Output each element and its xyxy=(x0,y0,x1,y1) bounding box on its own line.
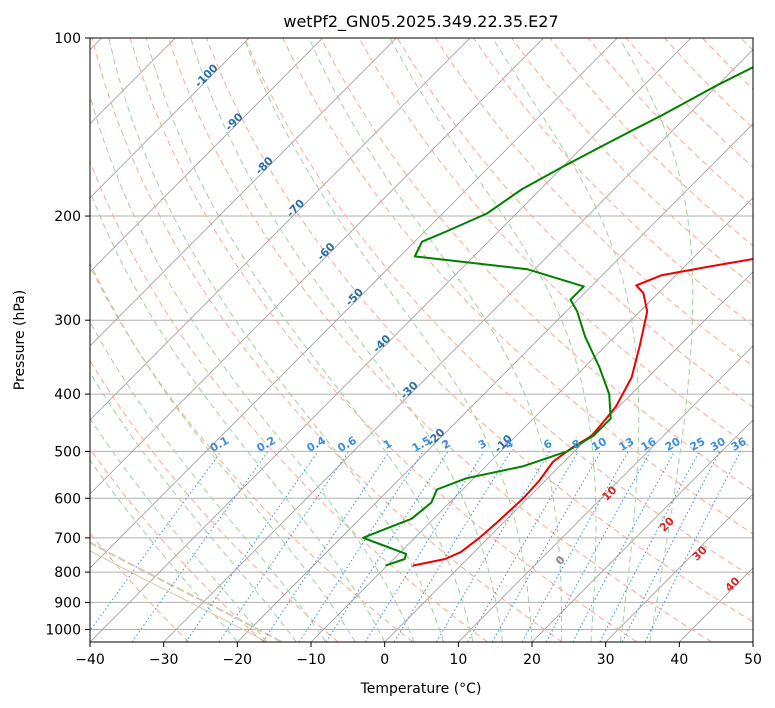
x-tick-label: −20 xyxy=(223,652,253,668)
y-tick-label: 700 xyxy=(54,531,81,547)
mixing-ratio-line xyxy=(185,451,319,642)
moist-adiabat-line xyxy=(243,38,533,642)
dewpoint-profile xyxy=(362,66,753,567)
dry-adiabat-line xyxy=(90,359,339,642)
reference-curve xyxy=(90,550,268,642)
dry-adiabat-line xyxy=(244,38,753,579)
y-tick-label: 100 xyxy=(54,31,81,47)
x-tick-label: −40 xyxy=(75,652,105,668)
reference-curve xyxy=(90,541,282,642)
mixing-ratio-line xyxy=(393,451,512,642)
mixing-ratio-line xyxy=(644,451,741,642)
temperature-profile xyxy=(412,258,753,567)
y-axis-title: Pressure (hPa) xyxy=(12,290,28,390)
y-tick-label: 600 xyxy=(54,491,81,507)
mixing-ratio-line xyxy=(325,451,449,642)
dry-adiabat-line xyxy=(282,38,753,535)
mixing-ratio-line xyxy=(298,451,424,642)
y-tick-label: 900 xyxy=(54,595,81,611)
isotherm-line xyxy=(90,38,471,421)
mixing-ratio-line xyxy=(262,451,390,642)
moist-adiabat-line xyxy=(190,38,503,642)
mixing-ratio-line xyxy=(491,451,602,642)
y-axis: 100 200 300 400 500 600 700 800 900 1000 xyxy=(45,31,90,638)
moist-adiabat-line xyxy=(492,38,640,642)
isotherm-line xyxy=(384,271,753,642)
mixing-ratio-line xyxy=(521,451,629,642)
dry-adiabat-line xyxy=(434,38,753,367)
y-tick-label: 1000 xyxy=(45,622,81,638)
mixing-ratio-line xyxy=(572,451,676,642)
dry-adiabat-line xyxy=(91,38,563,642)
moist-adiabat-line xyxy=(90,93,415,642)
moist-adiabat-line xyxy=(618,38,694,642)
moist-adiabat-line xyxy=(90,190,386,642)
y-tick-label: 300 xyxy=(54,313,81,329)
isotherm-line xyxy=(163,49,753,642)
profile-series xyxy=(362,66,753,567)
mixing-ratio-line xyxy=(131,451,269,642)
chart-title: wetPf2_GN05.2025.349.22.35.E27 xyxy=(283,12,558,32)
isotherm-line xyxy=(90,38,397,347)
y-tick-label: 500 xyxy=(54,444,81,460)
dry-adiabat-line xyxy=(473,38,753,327)
moist-adiabat-line xyxy=(145,38,474,642)
x-axis-title: Temperature (°C) xyxy=(360,681,482,697)
moist-adiabat-line xyxy=(90,320,327,642)
x-tick-label: −10 xyxy=(296,652,326,668)
mixing-ratio-line xyxy=(90,451,222,632)
background-lines xyxy=(90,38,753,642)
x-tick-label: 0 xyxy=(380,652,389,668)
isotherm-line xyxy=(237,123,753,642)
isotherm-line xyxy=(90,38,618,569)
mixing-ratio-line xyxy=(545,451,651,642)
isotherm-line xyxy=(90,38,544,495)
isotherm-line xyxy=(605,493,753,642)
dry-adiabat-line xyxy=(511,38,753,287)
mixing-ratio-line xyxy=(218,451,350,642)
x-tick-label: 30 xyxy=(597,652,615,668)
moist-adiabat-line xyxy=(90,371,297,642)
x-tick-label: 20 xyxy=(523,652,541,668)
moist-adiabat-line xyxy=(308,38,563,642)
moist-adiabat-line xyxy=(90,417,268,642)
y-tick-label: 200 xyxy=(54,209,81,225)
dry-adiabat-line xyxy=(90,447,264,642)
dry-adiabat-line xyxy=(206,38,753,623)
dry-adiabat-line xyxy=(320,38,753,492)
mixing-ratio-line xyxy=(364,451,485,642)
dry-adiabat-line xyxy=(167,38,712,642)
x-tick-label: 50 xyxy=(744,652,762,668)
isotherm-line xyxy=(90,38,250,199)
mixing-ratio-line xyxy=(621,451,721,642)
y-tick-label: 400 xyxy=(54,387,81,403)
moist-adiabat-line xyxy=(389,38,597,642)
dry-adiabat-line xyxy=(90,265,414,642)
x-axis: −40 −30 −20 −10 0 10 20 30 40 50 xyxy=(75,642,762,668)
isotherm-line xyxy=(90,38,323,273)
y-tick-label: 800 xyxy=(54,565,81,581)
x-tick-label: 10 xyxy=(449,652,467,668)
dry-adiabat-line xyxy=(129,38,638,642)
moist-adiabat-line xyxy=(90,261,356,642)
x-tick-label: −30 xyxy=(149,652,179,668)
moist-adiabat-line xyxy=(108,38,445,642)
x-tick-label: 40 xyxy=(670,652,688,668)
isotherm-line xyxy=(90,38,692,642)
plot-frame xyxy=(89,37,754,643)
